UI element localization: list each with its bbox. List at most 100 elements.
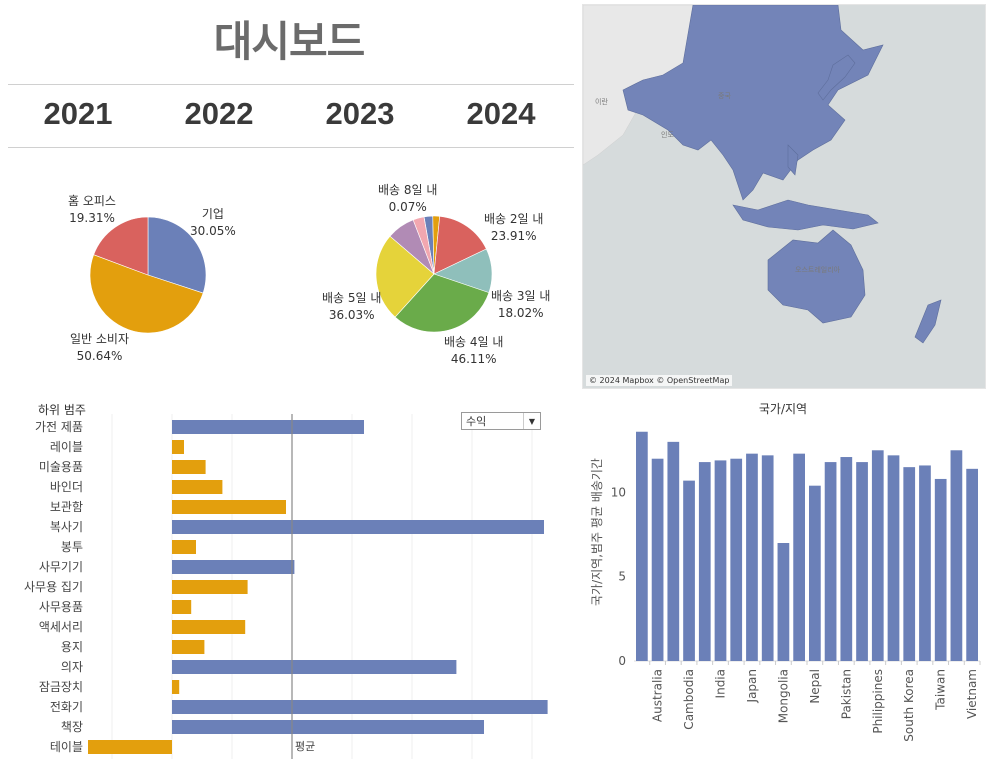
bar-용지[interactable]: [172, 640, 205, 654]
y-axis-title: 국가/지역,범주 평균 배송기간: [590, 458, 604, 606]
map-place-iran: 이란: [595, 98, 608, 106]
country-bar[interactable]: [667, 441, 680, 661]
map-new-zealand[interactable]: [914, 299, 942, 344]
bar-사무용 집기[interactable]: [172, 580, 248, 594]
slice-percent: 46.11%: [450, 352, 497, 366]
subcategory-header: 하위 범주: [38, 403, 86, 417]
pie-slice[interactable]: [147, 216, 207, 294]
year-tab-2021[interactable]: 2021: [43, 96, 113, 131]
x-tick-label: Mongolia: [776, 669, 790, 723]
country-chart-title: 국가/지역: [758, 402, 808, 416]
category-label: 의자: [60, 660, 83, 674]
category-label: 사무용 집기: [23, 580, 83, 594]
map-asia-mainland[interactable]: [622, 5, 884, 201]
map-place-india: 인도: [661, 131, 674, 139]
country-bar[interactable]: [714, 460, 727, 661]
country-bar[interactable]: [871, 450, 884, 661]
country-bar[interactable]: [746, 453, 758, 661]
bar-의자[interactable]: [172, 660, 457, 674]
x-tick-label: India: [714, 669, 728, 698]
asia-pacific-map[interactable]: 이란 중국 인도 오스트레일리아 © 2024 Mapbox © OpenStr…: [582, 4, 986, 389]
country-bar[interactable]: [809, 485, 821, 661]
country-bar[interactable]: [730, 458, 743, 661]
bar-봉투[interactable]: [172, 540, 196, 554]
bar-테이블[interactable]: [88, 740, 172, 754]
map-indonesia[interactable]: [732, 199, 879, 231]
pie-label-consumer: 일반 소비자 50.64%: [70, 331, 129, 365]
bar-액세서리[interactable]: [172, 620, 246, 634]
y-tick-label: 5: [618, 570, 626, 584]
segment-pie-chart[interactable]: [80, 205, 220, 345]
country-bar[interactable]: [840, 457, 853, 661]
country-bar[interactable]: [824, 462, 837, 661]
slice-label: 배송 2일 내: [484, 212, 544, 226]
bar-가전 제품[interactable]: [172, 420, 364, 434]
bar-잠금장치[interactable]: [172, 680, 180, 694]
x-tick-label: Japan: [745, 669, 759, 703]
pie-slice[interactable]: [375, 235, 435, 318]
country-bar[interactable]: [966, 468, 978, 661]
x-tick-label: Philippines: [871, 669, 885, 734]
year-tab-2024[interactable]: 2024: [466, 96, 536, 131]
country-bar[interactable]: [887, 455, 900, 661]
year-tab-2023[interactable]: 2023: [325, 96, 395, 131]
bar-레이블[interactable]: [172, 440, 184, 454]
country-bar[interactable]: [856, 462, 868, 661]
category-label: 용지: [60, 640, 83, 654]
pie-label-corporate: 기업 30.05%: [190, 206, 236, 240]
country-bar[interactable]: [950, 450, 963, 661]
chevron-down-icon[interactable]: ▼: [523, 413, 540, 429]
country-bar[interactable]: [903, 467, 916, 661]
shipping-pie-chart[interactable]: [374, 214, 494, 334]
category-label: 잠금장치: [38, 680, 83, 694]
country-bar[interactable]: [698, 462, 711, 661]
slice-label: 일반 소비자: [70, 332, 130, 346]
category-label: 액세서리: [38, 620, 83, 634]
country-bar[interactable]: [761, 455, 774, 661]
country-bar[interactable]: [636, 431, 648, 661]
pie-label-ship2: 배송 2일 내 23.91%: [484, 211, 543, 245]
bar-보관함[interactable]: [172, 500, 286, 514]
pie-slice[interactable]: [89, 254, 204, 334]
map-philippines[interactable]: [787, 144, 799, 176]
pie-slice[interactable]: [433, 215, 487, 275]
y-tick-label: 0: [618, 654, 626, 668]
pie-slice[interactable]: [394, 273, 490, 333]
year-tab-2022[interactable]: 2022: [184, 96, 254, 131]
country-bar[interactable]: [777, 543, 790, 661]
map-attribution: © 2024 Mapbox © OpenStreetMap: [586, 375, 733, 386]
bar-사무용품[interactable]: [172, 600, 192, 614]
x-tick-label: Taiwan: [934, 669, 948, 711]
slice-label: 배송 8일 내: [378, 183, 438, 197]
map-canvas: [583, 5, 985, 388]
country-bar-chart[interactable]: 0 5 10 국가/지역,범주 평균 배송기간 Australia Cambodia Ind…: [582, 415, 992, 773]
measure-dropdown[interactable]: 수익 ▼: [461, 412, 541, 430]
bar-바인더[interactable]: [172, 480, 223, 494]
bar-복사기[interactable]: [172, 520, 544, 534]
pie-slice[interactable]: [93, 216, 149, 276]
header-divider-top: [8, 84, 574, 85]
map-australia[interactable]: [767, 229, 866, 324]
country-bar[interactable]: [919, 465, 931, 661]
country-bar[interactable]: [934, 478, 947, 661]
category-label: 복사기: [49, 520, 83, 534]
bar-사무기기[interactable]: [172, 560, 295, 574]
x-tick-label: South Korea: [902, 669, 916, 742]
category-label: 봉투: [60, 540, 83, 554]
y-tick-label: 10: [611, 485, 626, 499]
dropdown-selected-value: 수익: [466, 415, 487, 428]
subcategory-bar-chart[interactable]: 평균: [88, 414, 576, 764]
country-bar[interactable]: [793, 453, 805, 661]
dashboard-title: 대시보드: [213, 17, 366, 66]
category-label: 가전 제품: [35, 420, 83, 434]
map-japan[interactable]: [817, 54, 856, 101]
pie-slice[interactable]: [412, 216, 435, 275]
country-bar[interactable]: [651, 458, 664, 661]
bar-전화기[interactable]: [172, 700, 548, 714]
category-label: 미술용품: [38, 460, 83, 474]
country-bar[interactable]: [683, 480, 695, 661]
bar-미술용품[interactable]: [172, 460, 206, 474]
bar-책장[interactable]: [172, 720, 484, 734]
slice-percent: 23.91%: [490, 229, 537, 243]
pie-label-home-office: 홈 오피스 19.31%: [68, 193, 116, 227]
